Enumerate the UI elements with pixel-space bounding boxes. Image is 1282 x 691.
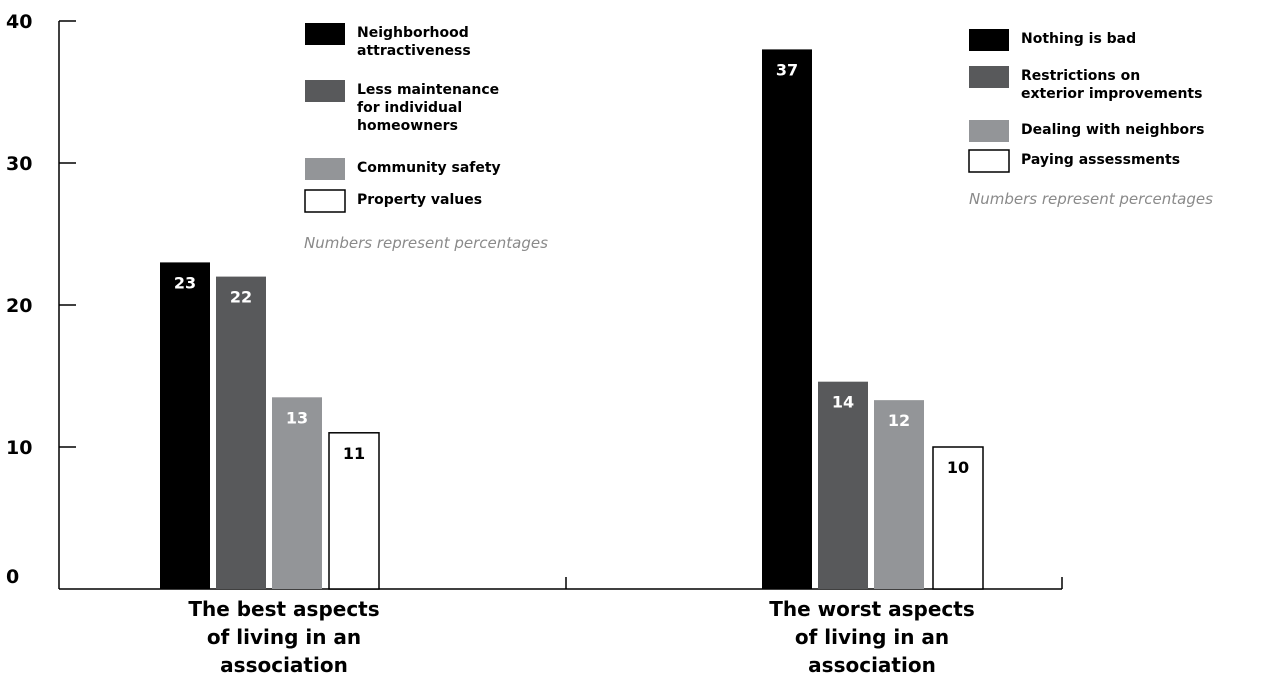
data-label: 23 bbox=[174, 273, 196, 292]
data-label: 37 bbox=[776, 60, 798, 79]
bar-groups: 23 22 13 11 37 14 12 10 bbox=[160, 49, 984, 590]
legend-swatch bbox=[305, 80, 345, 102]
bar-group: 23 22 13 11 bbox=[160, 262, 380, 590]
legend-item: Dealing with neighbors bbox=[969, 120, 1204, 142]
legend-swatch bbox=[304, 189, 346, 213]
legend-item: Nothing is bad bbox=[969, 29, 1136, 51]
data-label: 11 bbox=[343, 444, 365, 463]
y-tick-label: 20 bbox=[6, 295, 32, 317]
x-category-label: of living in an bbox=[795, 625, 949, 649]
x-category-label: association bbox=[808, 653, 936, 677]
data-label: 13 bbox=[286, 408, 308, 427]
y-tick-label: 30 bbox=[6, 153, 32, 175]
legend-item: Restrictions on exterior improvements bbox=[969, 66, 1202, 102]
y-tick-label: 10 bbox=[6, 437, 32, 459]
y-tick-label: 0 bbox=[6, 566, 19, 588]
legend-label: Restrictions on bbox=[1021, 68, 1140, 84]
percentage-note: Numbers represent percentages bbox=[304, 234, 548, 252]
data-label: 10 bbox=[947, 458, 969, 477]
legend-item: Paying assessments bbox=[968, 149, 1180, 173]
legend-label: Paying assessments bbox=[1021, 152, 1180, 168]
legend-item: Neighborhood attractiveness bbox=[305, 23, 471, 59]
x-category-label: association bbox=[220, 653, 348, 677]
legend-swatch bbox=[968, 149, 1010, 173]
x-category-label: The best aspects bbox=[188, 597, 379, 621]
notes: Numbers represent percentages Numbers rep… bbox=[304, 190, 1213, 252]
legend-label: homeowners bbox=[357, 118, 458, 134]
x-category-label: The worst aspects bbox=[769, 597, 975, 621]
legend-label: Neighborhood bbox=[357, 25, 469, 41]
legend-item: Less maintenance for individual homeowners bbox=[305, 80, 499, 134]
legend-label: Nothing is bad bbox=[1021, 31, 1136, 47]
bar-group: 37 14 12 10 bbox=[762, 49, 984, 590]
bar bbox=[160, 262, 210, 589]
legends: Neighborhood attractiveness Less maintenan… bbox=[304, 23, 1204, 213]
data-label: 22 bbox=[230, 288, 252, 307]
bar bbox=[272, 397, 322, 589]
bar bbox=[216, 276, 266, 589]
bar bbox=[874, 400, 924, 589]
data-label: 12 bbox=[888, 411, 910, 430]
legend-label: for individual bbox=[357, 100, 462, 116]
legend-label: Property values bbox=[357, 192, 482, 208]
legend-label: Community safety bbox=[357, 160, 501, 176]
bar bbox=[762, 49, 812, 589]
legend-label: Dealing with neighbors bbox=[1021, 122, 1204, 138]
data-label: 14 bbox=[832, 393, 854, 412]
bar bbox=[328, 432, 380, 590]
legend-label: Less maintenance bbox=[357, 82, 499, 98]
y-tick-label: 40 bbox=[6, 11, 32, 33]
legend-swatch bbox=[969, 120, 1009, 142]
legend-swatch bbox=[305, 158, 345, 180]
legend-swatch bbox=[969, 29, 1009, 51]
legend-swatch bbox=[969, 66, 1009, 88]
legend-swatch bbox=[305, 23, 345, 45]
legend-item: Property values bbox=[304, 189, 482, 213]
legend-label: attractiveness bbox=[357, 43, 471, 59]
bar bbox=[932, 446, 984, 590]
bar bbox=[818, 381, 868, 589]
group-labels: The best aspects of living in an associati… bbox=[188, 597, 974, 677]
legend-label: exterior improvements bbox=[1021, 86, 1202, 102]
x-category-label: of living in an bbox=[207, 625, 361, 649]
percentage-note: Numbers represent percentages bbox=[969, 190, 1213, 208]
legend-item: Community safety bbox=[305, 158, 501, 180]
y-axis: 0 10 20 30 40 bbox=[6, 11, 76, 588]
